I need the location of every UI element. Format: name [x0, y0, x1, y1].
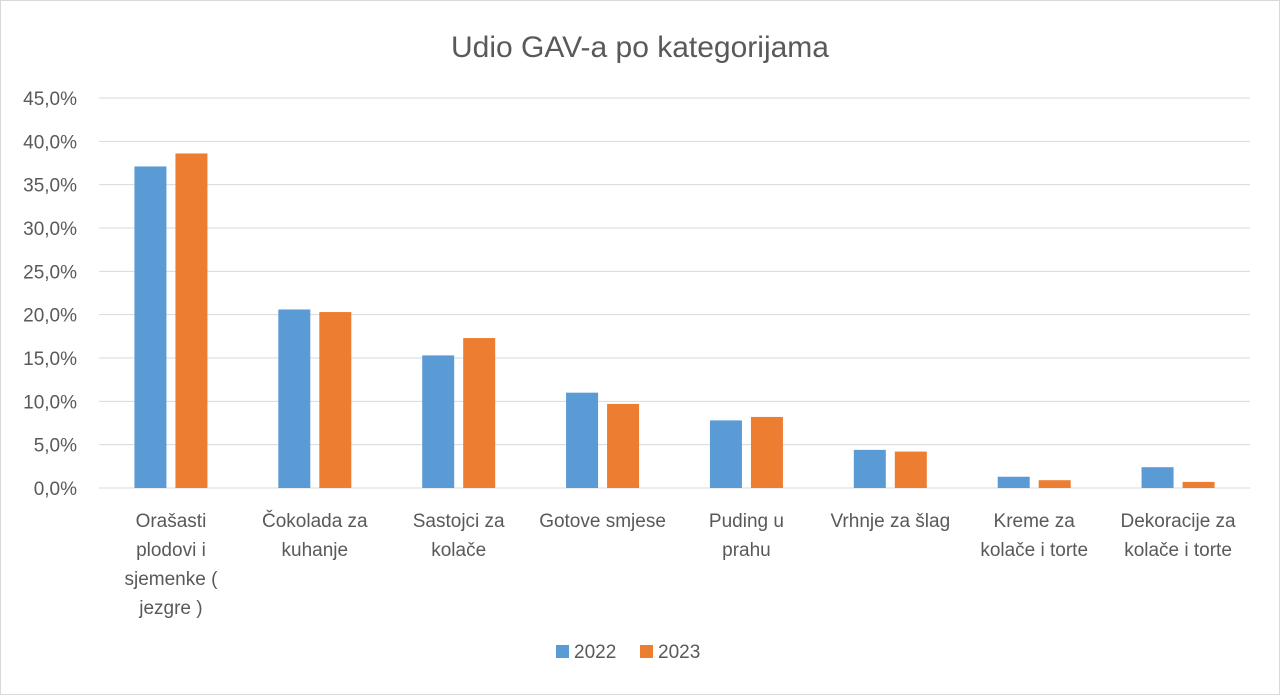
bar-2023[interactable] [1182, 481, 1215, 488]
category-label: Dekoracije za kolače i torte [1121, 511, 1237, 561]
y-tick-label: 10,0% [23, 392, 77, 413]
legend-label: 2023 [658, 642, 700, 663]
bar-2023[interactable] [175, 153, 208, 488]
y-tick-label: 30,0% [23, 219, 77, 240]
category-label: Puding u prahu [709, 511, 784, 561]
category-label: Orašasti plodovi i sjemenke (jezgre ) [124, 511, 218, 619]
legend-label: 2022 [574, 642, 616, 663]
bar-2022[interactable] [134, 166, 167, 488]
bar-2022[interactable] [1141, 467, 1174, 488]
bar-2023[interactable] [319, 312, 352, 488]
y-tick-label: 0,0% [34, 479, 77, 500]
chart-title: Udio GAV-a po kategorijama [451, 31, 829, 64]
gridlines [99, 97, 1250, 489]
y-tick-label: 25,0% [23, 262, 77, 283]
bar-2022[interactable] [422, 355, 455, 488]
legend-item-2023[interactable]: 2023 [640, 642, 700, 663]
legend-item-2022[interactable]: 2022 [556, 642, 616, 663]
bar-2023[interactable] [463, 338, 496, 488]
bar-2022[interactable] [997, 476, 1030, 488]
y-tick-label: 40,0% [23, 132, 77, 153]
category-label: Kreme za kolače i torte [980, 511, 1088, 561]
y-tick-label: 5,0% [34, 436, 77, 457]
bar-2023[interactable] [894, 451, 927, 488]
bars [134, 153, 1215, 488]
y-tick-label: 35,0% [23, 176, 77, 197]
bar-2022[interactable] [278, 309, 311, 488]
category-label: Gotove smjese [539, 511, 666, 532]
x-axis-category-labels: Orašasti plodovi i sjemenke (jezgre ) Čokol… [124, 510, 1236, 619]
category-label: Čokolada za kuhanje [262, 510, 368, 561]
bar-2022[interactable] [709, 420, 742, 488]
category-label: Sastojci za kolače [413, 511, 505, 561]
legend[interactable]: 2022 2023 [556, 642, 700, 663]
legend-swatch [640, 645, 653, 658]
bar-2023[interactable] [750, 416, 783, 488]
y-tick-label: 45,0% [23, 89, 77, 110]
y-tick-label: 15,0% [23, 349, 77, 370]
bar-2023[interactable] [1038, 480, 1071, 488]
bar-2022[interactable] [853, 449, 886, 488]
category-label: Vrhnje za šlag [830, 511, 950, 532]
bar-2022[interactable] [566, 392, 599, 488]
legend-swatch [556, 645, 569, 658]
y-tick-label: 20,0% [23, 306, 77, 327]
bar-2023[interactable] [607, 403, 640, 488]
y-axis-tick-labels: 0,0% 5,0% 10,0% 15,0% 20,0% 25,0% 30,0% 35,0% 40… [23, 89, 77, 500]
